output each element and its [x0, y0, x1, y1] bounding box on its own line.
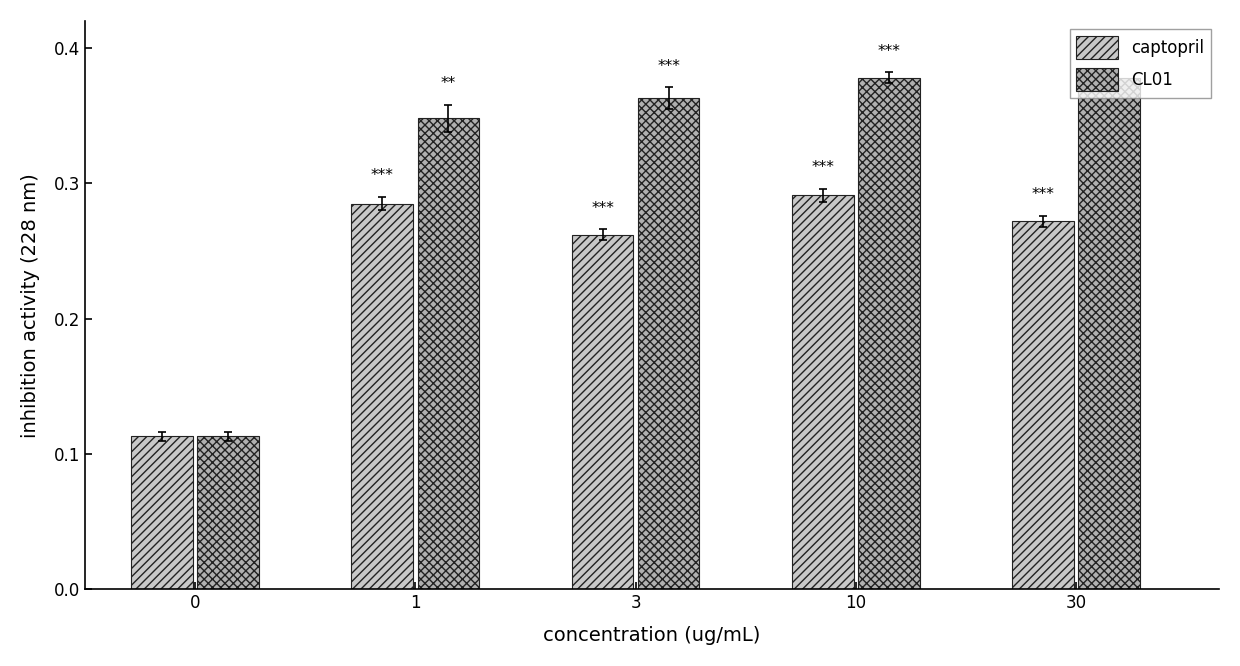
Bar [858, 78, 920, 589]
Bar [351, 204, 413, 589]
Text: ***: *** [811, 160, 835, 175]
Bar [131, 436, 193, 589]
Bar [1012, 221, 1074, 589]
Legend: captopril, CL01: captopril, CL01 [1069, 29, 1210, 98]
Text: ***: *** [657, 59, 680, 74]
Text: ***: *** [591, 200, 614, 216]
Bar [572, 234, 634, 589]
Text: **: ** [440, 76, 456, 91]
Bar [197, 436, 259, 589]
Text: ***: *** [1032, 187, 1054, 202]
Text: ***: *** [371, 168, 394, 183]
X-axis label: concentration (ug/mL): concentration (ug/mL) [543, 626, 761, 645]
Bar [418, 119, 479, 589]
Text: ***: *** [1097, 45, 1121, 60]
Bar [1079, 78, 1140, 589]
Bar [637, 98, 699, 589]
Text: ***: *** [878, 44, 900, 59]
Bar [792, 195, 853, 589]
Y-axis label: inhibition activity (228 nm): inhibition activity (228 nm) [21, 172, 40, 438]
